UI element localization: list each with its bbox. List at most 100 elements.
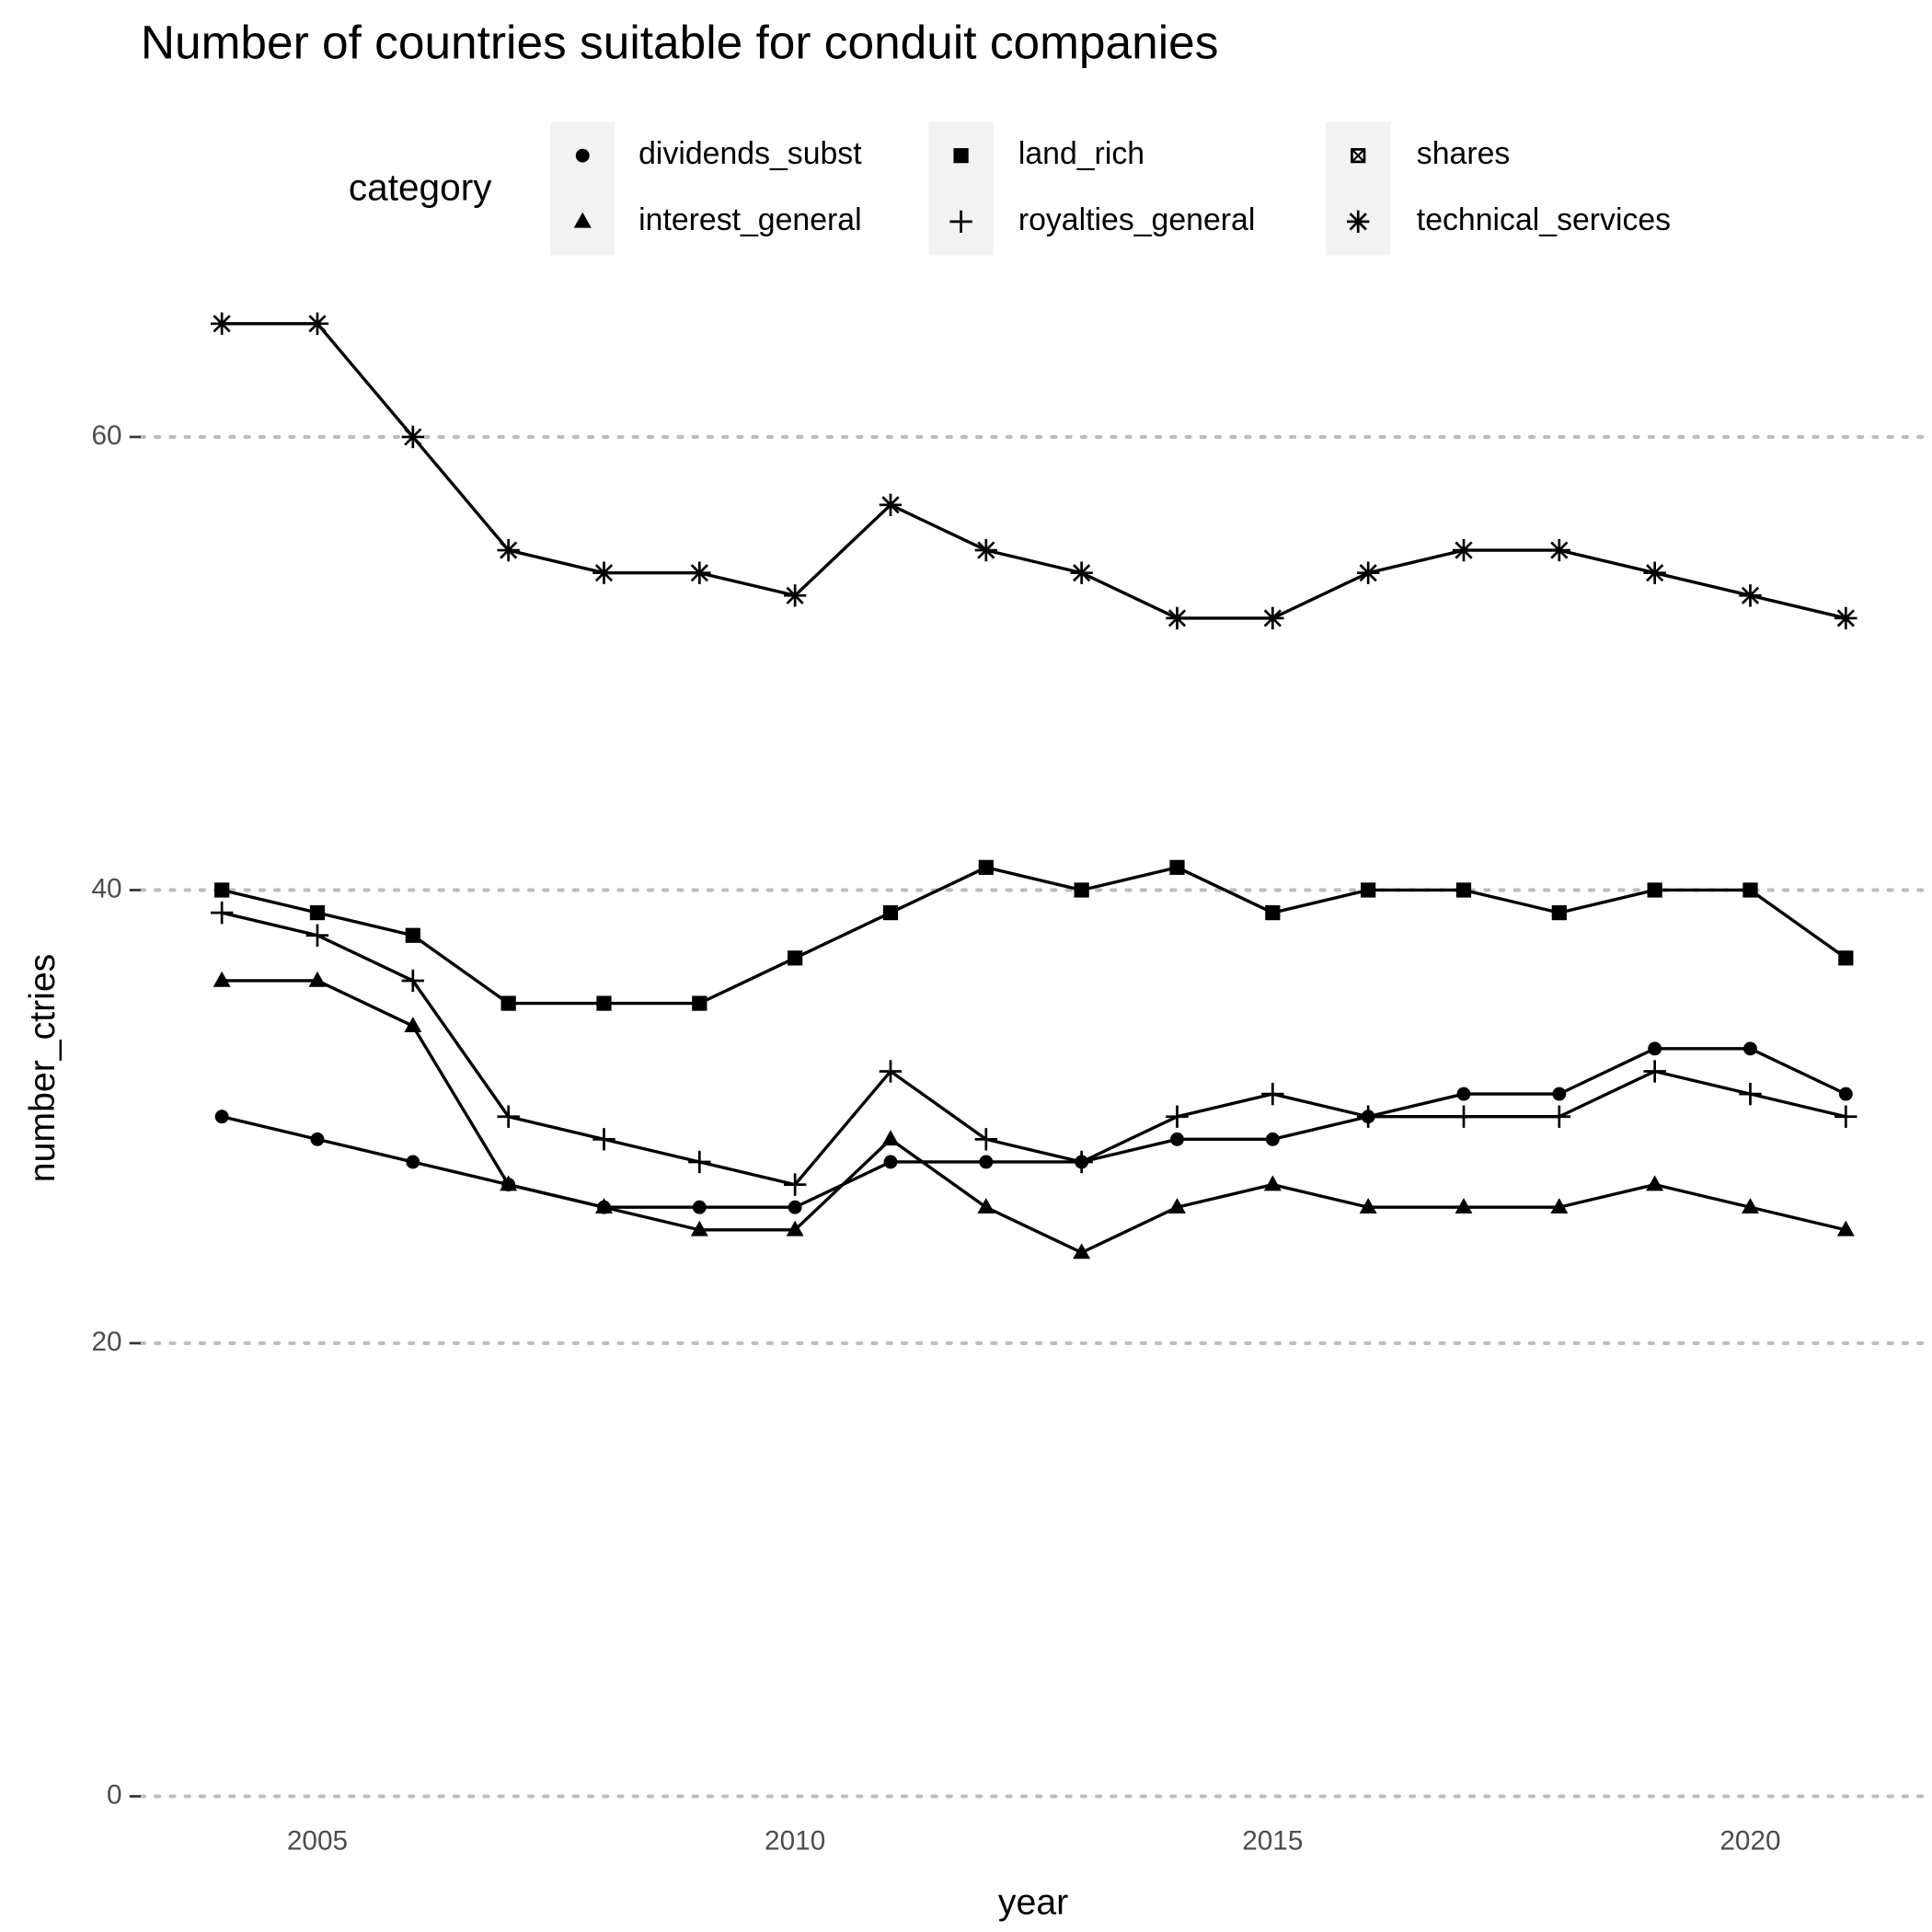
point-part xyxy=(1742,882,1758,898)
x-axis-title: year xyxy=(998,1882,1068,1923)
point-part xyxy=(1359,1198,1377,1213)
point xyxy=(1643,1060,1666,1083)
point-part xyxy=(594,564,614,582)
point xyxy=(405,927,420,943)
point xyxy=(883,1155,898,1169)
point xyxy=(882,904,899,921)
point xyxy=(1347,210,1370,234)
legend-label: interest_general xyxy=(638,202,861,237)
point xyxy=(688,1150,711,1174)
legend-label: land_rich xyxy=(1018,136,1144,171)
point xyxy=(210,312,234,335)
y-tick-label: 60 xyxy=(92,420,122,451)
point xyxy=(1168,1198,1186,1213)
legend-label: shares xyxy=(1417,136,1511,171)
point-part xyxy=(788,950,803,966)
point-part xyxy=(213,971,231,987)
point xyxy=(1742,1198,1759,1213)
point-part xyxy=(953,148,969,164)
point xyxy=(1834,606,1857,630)
point-part xyxy=(1646,1175,1664,1191)
point xyxy=(1169,859,1185,875)
point xyxy=(1551,904,1567,921)
point-part xyxy=(596,995,612,1011)
point-part xyxy=(788,1200,802,1214)
point xyxy=(1648,1041,1662,1056)
point xyxy=(575,148,590,163)
point xyxy=(881,1130,900,1146)
point xyxy=(688,561,711,584)
legend-title: category xyxy=(349,167,492,209)
point xyxy=(497,1105,520,1128)
point xyxy=(1647,882,1662,898)
point-part xyxy=(977,1198,995,1213)
point xyxy=(1361,882,1376,898)
point-part xyxy=(882,904,899,921)
point xyxy=(1739,1082,1762,1106)
point xyxy=(310,1132,325,1146)
point xyxy=(1838,950,1854,966)
y-axis-title: number_ctries xyxy=(22,954,63,1183)
point xyxy=(1073,1243,1091,1259)
point-part xyxy=(308,315,327,333)
point xyxy=(1455,1198,1473,1213)
point xyxy=(214,1110,229,1124)
point-part xyxy=(881,496,900,514)
x-tick-label: 2020 xyxy=(1719,1825,1780,1856)
point xyxy=(214,882,230,898)
point-part xyxy=(690,564,708,582)
point xyxy=(497,538,520,562)
point-part xyxy=(1073,1243,1091,1259)
point-part xyxy=(1263,609,1282,627)
point xyxy=(1265,1132,1280,1146)
point xyxy=(1547,538,1571,562)
point-part xyxy=(573,212,592,228)
point xyxy=(1547,1105,1571,1128)
point-part xyxy=(881,1130,900,1146)
point-part xyxy=(979,1155,994,1169)
point-part xyxy=(1743,1041,1757,1056)
point xyxy=(309,904,326,921)
point xyxy=(1836,1220,1855,1236)
point xyxy=(1838,1087,1853,1101)
point xyxy=(1552,1087,1567,1101)
point xyxy=(500,1175,518,1191)
point-part xyxy=(1552,1087,1567,1101)
point-part xyxy=(977,541,995,559)
point-part xyxy=(1349,213,1367,231)
point-part xyxy=(1074,882,1089,898)
point xyxy=(573,212,592,228)
point-part xyxy=(1551,904,1567,921)
point xyxy=(210,901,234,925)
point-part xyxy=(692,995,707,1011)
legend-label: royalties_general xyxy=(1018,202,1256,237)
point xyxy=(401,969,425,993)
point xyxy=(1166,606,1189,630)
series-line xyxy=(221,1047,1847,1209)
point-part xyxy=(500,541,518,559)
point xyxy=(596,995,612,1011)
point-part xyxy=(1073,564,1091,582)
point-part xyxy=(500,1175,518,1191)
point xyxy=(1742,882,1758,898)
point xyxy=(692,995,707,1011)
point-part xyxy=(1647,882,1662,898)
point-part xyxy=(406,1155,420,1169)
legend-key-bg xyxy=(928,121,994,256)
point xyxy=(305,312,329,335)
point-part xyxy=(213,315,231,333)
y-tick-label: 40 xyxy=(92,873,122,903)
point xyxy=(974,538,998,562)
point-part xyxy=(405,927,420,943)
x-tick-label: 2010 xyxy=(765,1825,825,1856)
point xyxy=(978,859,994,875)
point xyxy=(1550,1198,1569,1213)
point-part xyxy=(1170,1132,1184,1146)
point xyxy=(1166,1105,1189,1128)
point xyxy=(1359,1198,1377,1213)
point-part xyxy=(214,1110,229,1124)
point xyxy=(592,1128,615,1151)
point xyxy=(1356,561,1380,584)
